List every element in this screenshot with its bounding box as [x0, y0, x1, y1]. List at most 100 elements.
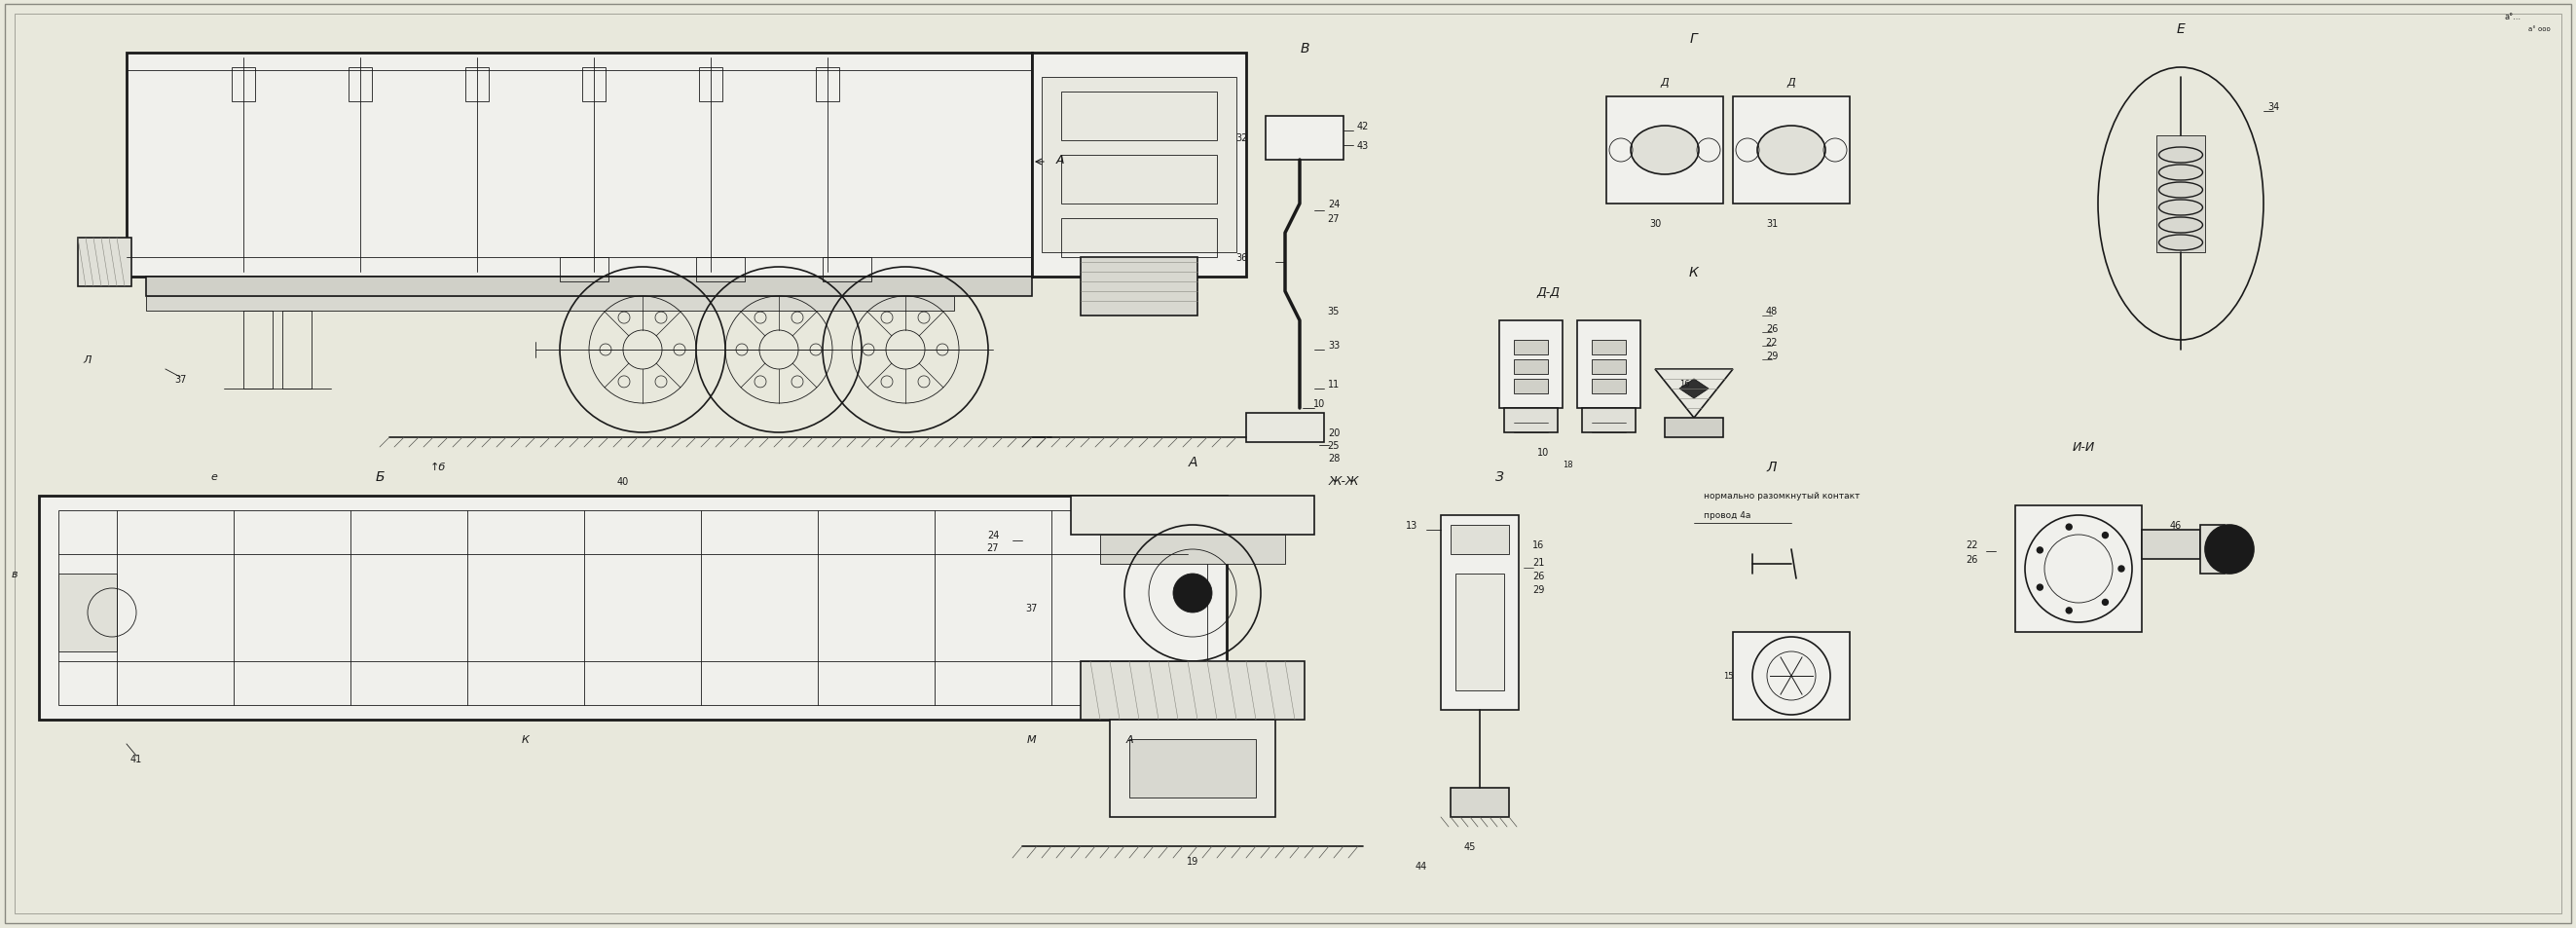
Text: 48: 48: [1767, 306, 1777, 316]
Bar: [147, 297, 953, 311]
Text: Д-Д: Д-Д: [1535, 286, 1558, 298]
Text: 16: 16: [1680, 380, 1690, 389]
Circle shape: [2038, 585, 2043, 590]
Text: 10: 10: [1314, 399, 1324, 408]
Bar: [1128, 740, 1257, 798]
Bar: [582, 68, 605, 102]
Circle shape: [1172, 574, 1213, 612]
Text: 24: 24: [1327, 200, 1340, 209]
Bar: [1607, 97, 1723, 204]
Bar: [1515, 380, 1548, 394]
Text: 43: 43: [1358, 141, 1368, 150]
Bar: [1450, 525, 1510, 554]
Text: А: А: [1126, 734, 1133, 744]
Bar: [1061, 93, 1216, 141]
Text: 15: 15: [1723, 672, 1734, 680]
Bar: [1110, 720, 1275, 818]
Circle shape: [2102, 599, 2107, 605]
Bar: [1499, 321, 1564, 408]
Bar: [126, 54, 1033, 277]
Bar: [2200, 525, 2226, 574]
Text: И-И: И-И: [2071, 441, 2094, 454]
Text: 16: 16: [1533, 540, 1543, 549]
Bar: [1033, 54, 1247, 277]
Bar: [59, 510, 1208, 705]
Text: 33: 33: [1327, 341, 1340, 350]
Bar: [2141, 530, 2200, 560]
Text: 25: 25: [1327, 441, 1340, 450]
Bar: [1082, 662, 1303, 720]
Text: 10: 10: [1538, 447, 1548, 458]
Bar: [559, 258, 608, 282]
Bar: [1100, 535, 1285, 564]
Text: 26: 26: [1965, 554, 1978, 564]
Bar: [822, 258, 871, 282]
Bar: [696, 258, 744, 282]
Bar: [1734, 97, 1850, 204]
Text: Д: Д: [1662, 78, 1669, 87]
Bar: [1082, 258, 1198, 316]
Text: 37: 37: [1025, 603, 1038, 612]
Text: 19: 19: [1188, 856, 1198, 866]
Bar: [1577, 321, 1641, 408]
Bar: [1515, 360, 1548, 375]
Text: 21: 21: [1533, 558, 1543, 567]
Text: А: А: [1188, 456, 1198, 469]
Circle shape: [2038, 548, 2043, 553]
Bar: [1734, 632, 1850, 720]
Text: 22: 22: [1965, 540, 1978, 549]
Bar: [1061, 219, 1216, 258]
Text: 22: 22: [1765, 338, 1777, 347]
Bar: [283, 311, 312, 389]
Text: Л: Л: [1767, 460, 1777, 473]
Bar: [1592, 380, 1625, 394]
Text: К: К: [1690, 265, 1698, 279]
Text: К: К: [523, 734, 531, 744]
Polygon shape: [1680, 380, 1708, 399]
Circle shape: [2066, 608, 2071, 613]
Text: 34: 34: [2267, 102, 2280, 112]
Bar: [698, 68, 721, 102]
Text: a° ooo: a° ooo: [2530, 26, 2550, 32]
Text: 18: 18: [1561, 460, 1571, 470]
Text: 42: 42: [1358, 122, 1368, 132]
Text: 45: 45: [1463, 842, 1476, 851]
Bar: [242, 311, 273, 389]
Text: 37: 37: [175, 375, 185, 384]
Text: 26: 26: [1533, 571, 1543, 581]
Bar: [232, 68, 255, 102]
Bar: [1592, 341, 1625, 355]
Circle shape: [2102, 533, 2107, 538]
Text: М: М: [1028, 734, 1036, 744]
Text: 36: 36: [1236, 253, 1247, 263]
Ellipse shape: [1757, 126, 1826, 175]
Bar: [1440, 516, 1520, 710]
Bar: [59, 574, 116, 651]
Text: 28: 28: [1327, 453, 1340, 463]
Text: 41: 41: [131, 754, 142, 764]
Bar: [77, 238, 131, 287]
Circle shape: [2066, 524, 2071, 530]
Text: провод 4а: провод 4а: [1703, 511, 1752, 520]
Text: 24: 24: [987, 530, 999, 540]
Bar: [1247, 413, 1324, 443]
Text: Ж-Ж: Ж-Ж: [1329, 475, 1358, 488]
Text: в: в: [10, 569, 18, 579]
Bar: [1515, 341, 1548, 355]
Text: a°...: a°...: [2504, 13, 2522, 22]
Bar: [1582, 408, 1636, 432]
Bar: [1265, 117, 1345, 161]
Bar: [2156, 136, 2205, 253]
Text: 29: 29: [1765, 351, 1777, 361]
Bar: [1504, 408, 1558, 432]
Bar: [1664, 419, 1723, 438]
Text: 20: 20: [1327, 428, 1340, 438]
Circle shape: [2205, 525, 2254, 574]
Text: 32: 32: [1236, 134, 1247, 143]
Ellipse shape: [1631, 126, 1698, 175]
Bar: [466, 68, 489, 102]
Text: Д: Д: [1788, 78, 1795, 87]
Text: ИНАМКА76: ИНАМКА76: [368, 586, 994, 679]
Bar: [2014, 506, 2141, 632]
Text: А: А: [1056, 154, 1064, 167]
